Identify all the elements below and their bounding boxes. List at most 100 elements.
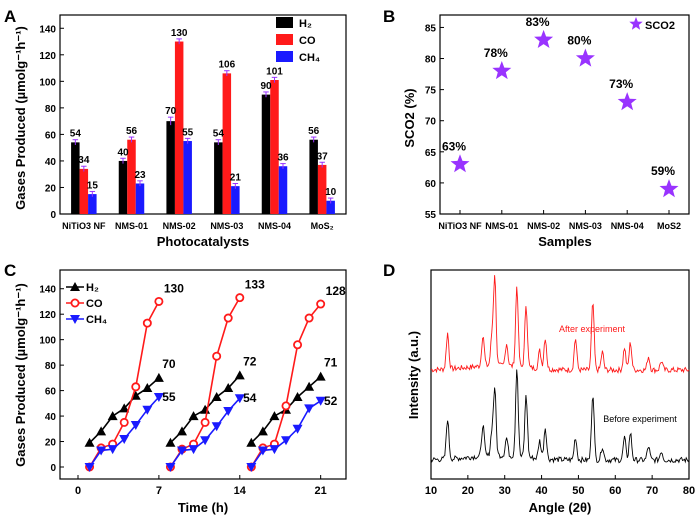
panel-d-x-label: Angle (2θ) [529,500,592,515]
panel-d-letter: D [383,261,395,280]
marker-co [131,382,141,392]
panel-a-data-labels: 54 34 15 40 56 23 70 130 55 54 106 21 90 101 36 56 37 10 [70,28,337,198]
bar-ch4 [183,141,192,214]
end-value-label: 70 [162,357,176,371]
panel-b-x-label: Samples [538,234,591,249]
marker-ch4 [188,445,199,455]
x-tick-label: NMS-03 [210,221,243,231]
y-tick-label: 70 [425,117,437,128]
marker-h2 [165,437,176,447]
marker-ch4 [130,420,141,430]
x-tick-label: 14 [234,485,247,497]
star-point [659,179,679,198]
x-tick-label: NMS-04 [258,221,291,231]
panel-a-y-ticks: 0 20 40 60 80 100 120 140 [39,24,64,221]
panel-d-x-ticks: 10 20 30 40 50 60 70 80 [425,475,695,497]
y-tick-label: 40 [45,157,57,168]
panel-b-frame [439,14,690,215]
marker-h2 [119,403,130,413]
legend-label-h2: H₂ [86,282,99,294]
marker-h2 [223,383,234,393]
bar-h2 [71,142,80,214]
bar-value-label: 56 [126,126,138,137]
end-value-label: 71 [324,356,338,370]
marker-h2 [234,370,245,380]
bar-value-label: 106 [218,60,235,71]
before-experiment-pattern [430,369,690,465]
marker-co [142,318,152,328]
marker-h2 [107,411,118,421]
x-tick-label: 10 [425,485,437,497]
y-tick-label: 60 [45,130,57,141]
marker-co [212,351,222,361]
panel-c-x-label: Time (h) [178,500,228,515]
marker-ch4 [246,463,257,472]
marker-ch4 [211,422,222,432]
y-tick-label: 20 [45,183,57,194]
panel-d-y-label: Intensity (a.u.) [406,331,421,419]
panel-c-x-ticks: 0 7 14 21 [75,475,327,497]
y-tick-label: 80 [425,55,437,66]
marker-ch4 [142,405,153,415]
legend-label-h2: H₂ [299,18,312,30]
before-experiment-label: Before experiment [603,414,677,424]
after-experiment-label: After experiment [559,324,626,334]
bar-co [222,73,232,214]
bar-value-label: 101 [266,66,283,77]
marker-co [235,293,245,303]
panel-d-frame [430,269,690,480]
panel-b-data-labels: 63% 78% 83% 80% 73% 59% [442,15,675,178]
point-value-label: 78% [484,46,508,60]
y-tick-label: 140 [39,24,56,35]
legend-swatch-co [276,34,293,45]
y-tick-label: 80 [45,361,57,372]
panel-d-patterns [430,275,690,465]
bar-value-label: 36 [277,153,289,164]
bar-ch4 [135,183,145,214]
y-tick-label: 120 [39,51,56,62]
bar-value-label: 15 [87,180,99,191]
x-tick-label: 30 [499,485,511,497]
marker-h2 [177,426,187,436]
marker-co [223,313,233,323]
marker-ch4 [223,406,234,416]
after-experiment-pattern [430,275,690,375]
bar-value-label: 23 [134,170,146,181]
marker-co [304,313,314,323]
marker-h2 [246,437,257,447]
panel-d: D Intensity (a.u.) Angle (2θ) 10 20 30 40 50… [383,261,695,515]
marker-ch4 [153,392,164,402]
x-tick-label: 60 [609,485,621,497]
marker-ch4 [315,396,326,406]
star-point [534,29,554,48]
legend-marker [70,282,80,291]
panel-c-data-labels: 70 72 71 130 133 128 55 54 52 [162,278,346,408]
end-value-label: 54 [243,391,257,405]
marker-h2 [211,391,222,401]
x-tick-label: NMS-03 [569,221,602,231]
y-tick-label: 60 [45,387,57,398]
panel-b: B SCO2 (%) Samples 55 60 65 70 75 80 85 NiTiO3… [383,7,690,249]
bar-ch4 [231,186,240,214]
y-tick-label: 85 [425,23,437,34]
legend-swatch-ch4 [276,51,293,62]
bar-value-label: 70 [165,106,177,117]
bar-value-label: 90 [260,81,272,92]
bar-co [79,168,89,214]
y-tick-label: 140 [39,285,56,296]
y-tick-label: 40 [45,412,57,423]
bar-value-label: 10 [325,187,337,198]
marker-ch4 [281,436,291,446]
bar-co [127,139,136,214]
marker-ch4 [84,463,95,472]
bar-ch4 [278,166,288,214]
star-point [450,154,470,173]
legend-label-ch4: CH₄ [86,314,107,326]
legend-marker [70,315,80,324]
marker-ch4 [107,445,118,455]
x-tick-label: NMS-04 [611,221,644,231]
marker-h2 [153,372,164,382]
x-tick-label: 40 [535,485,547,497]
marker-co [154,296,164,306]
marker-ch4 [177,446,187,456]
